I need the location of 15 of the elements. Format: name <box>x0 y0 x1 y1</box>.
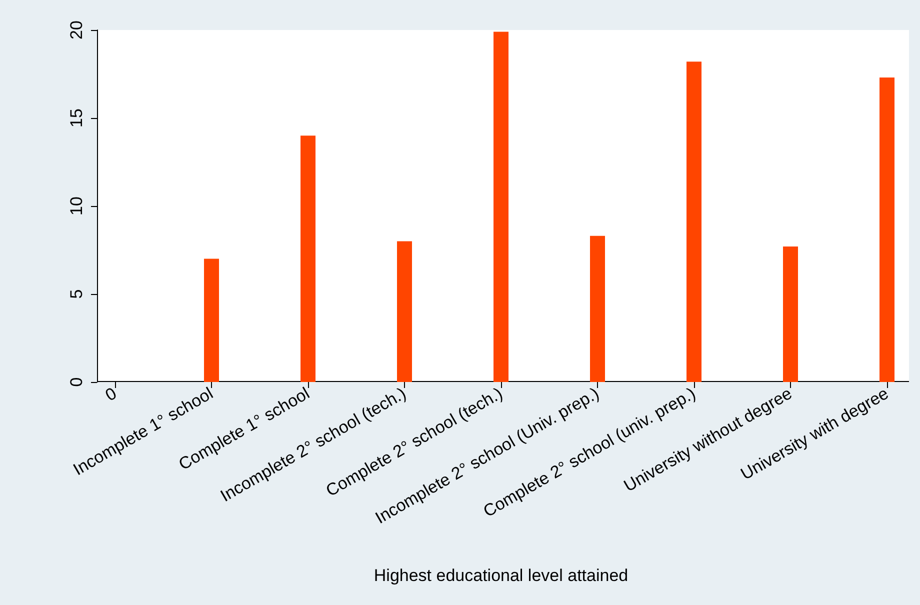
bar <box>300 136 316 382</box>
y-tick-label: 10 <box>67 196 86 216</box>
bar <box>783 246 798 382</box>
bar <box>204 258 219 382</box>
bar <box>494 32 508 382</box>
y-tick-label: 0 <box>67 377 86 387</box>
y-tick-label: 20 <box>67 20 86 40</box>
y-tick-label: 15 <box>67 108 86 128</box>
bar <box>397 241 412 382</box>
bar <box>686 62 702 382</box>
x-axis-title: Highest educational level attained <box>374 566 628 585</box>
x-tick-label: 0 <box>102 384 120 405</box>
bar <box>880 78 894 382</box>
bar <box>590 236 605 382</box>
y-tick-label: 5 <box>67 289 86 299</box>
